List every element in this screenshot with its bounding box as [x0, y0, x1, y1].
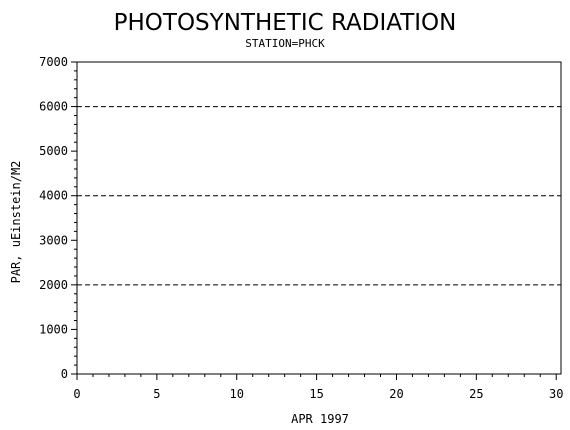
- x-axis: 0 5 10 15 20 25 30: [73, 374, 563, 401]
- x-tick-label: 30: [549, 387, 563, 401]
- y-tick-label: 1000: [39, 322, 68, 336]
- y-axis-label: PAR, uEinstein/M2: [9, 161, 23, 284]
- chart-subtitle: STATION=PHCK: [245, 37, 325, 50]
- y-axis: 0 1000 2000 3000 4000 5000 6000 7000: [39, 55, 77, 381]
- plot-border: [76, 61, 562, 375]
- y-tick-label: 6000: [39, 100, 68, 114]
- y-tick-label: 4000: [39, 189, 68, 203]
- x-tick-label: 15: [309, 387, 323, 401]
- plot-frame: [76, 61, 562, 375]
- gridlines: [77, 106, 561, 286]
- y-tick-label: 0: [61, 367, 68, 381]
- x-tick-label: 10: [230, 387, 244, 401]
- x-tick-label: 0: [73, 387, 80, 401]
- x-tick-label: 5: [153, 387, 160, 401]
- y-tick-label: 5000: [39, 144, 68, 158]
- x-tick-label: 25: [469, 387, 483, 401]
- y-tick-label: 7000: [39, 55, 68, 69]
- y-tick-label: 3000: [39, 233, 68, 247]
- x-axis-label: APR 1997: [291, 412, 349, 426]
- x-tick-label: 20: [389, 387, 403, 401]
- y-tick-label: 2000: [39, 278, 68, 292]
- chart-title: PHOTOSYNTHETIC RADIATION: [114, 10, 457, 36]
